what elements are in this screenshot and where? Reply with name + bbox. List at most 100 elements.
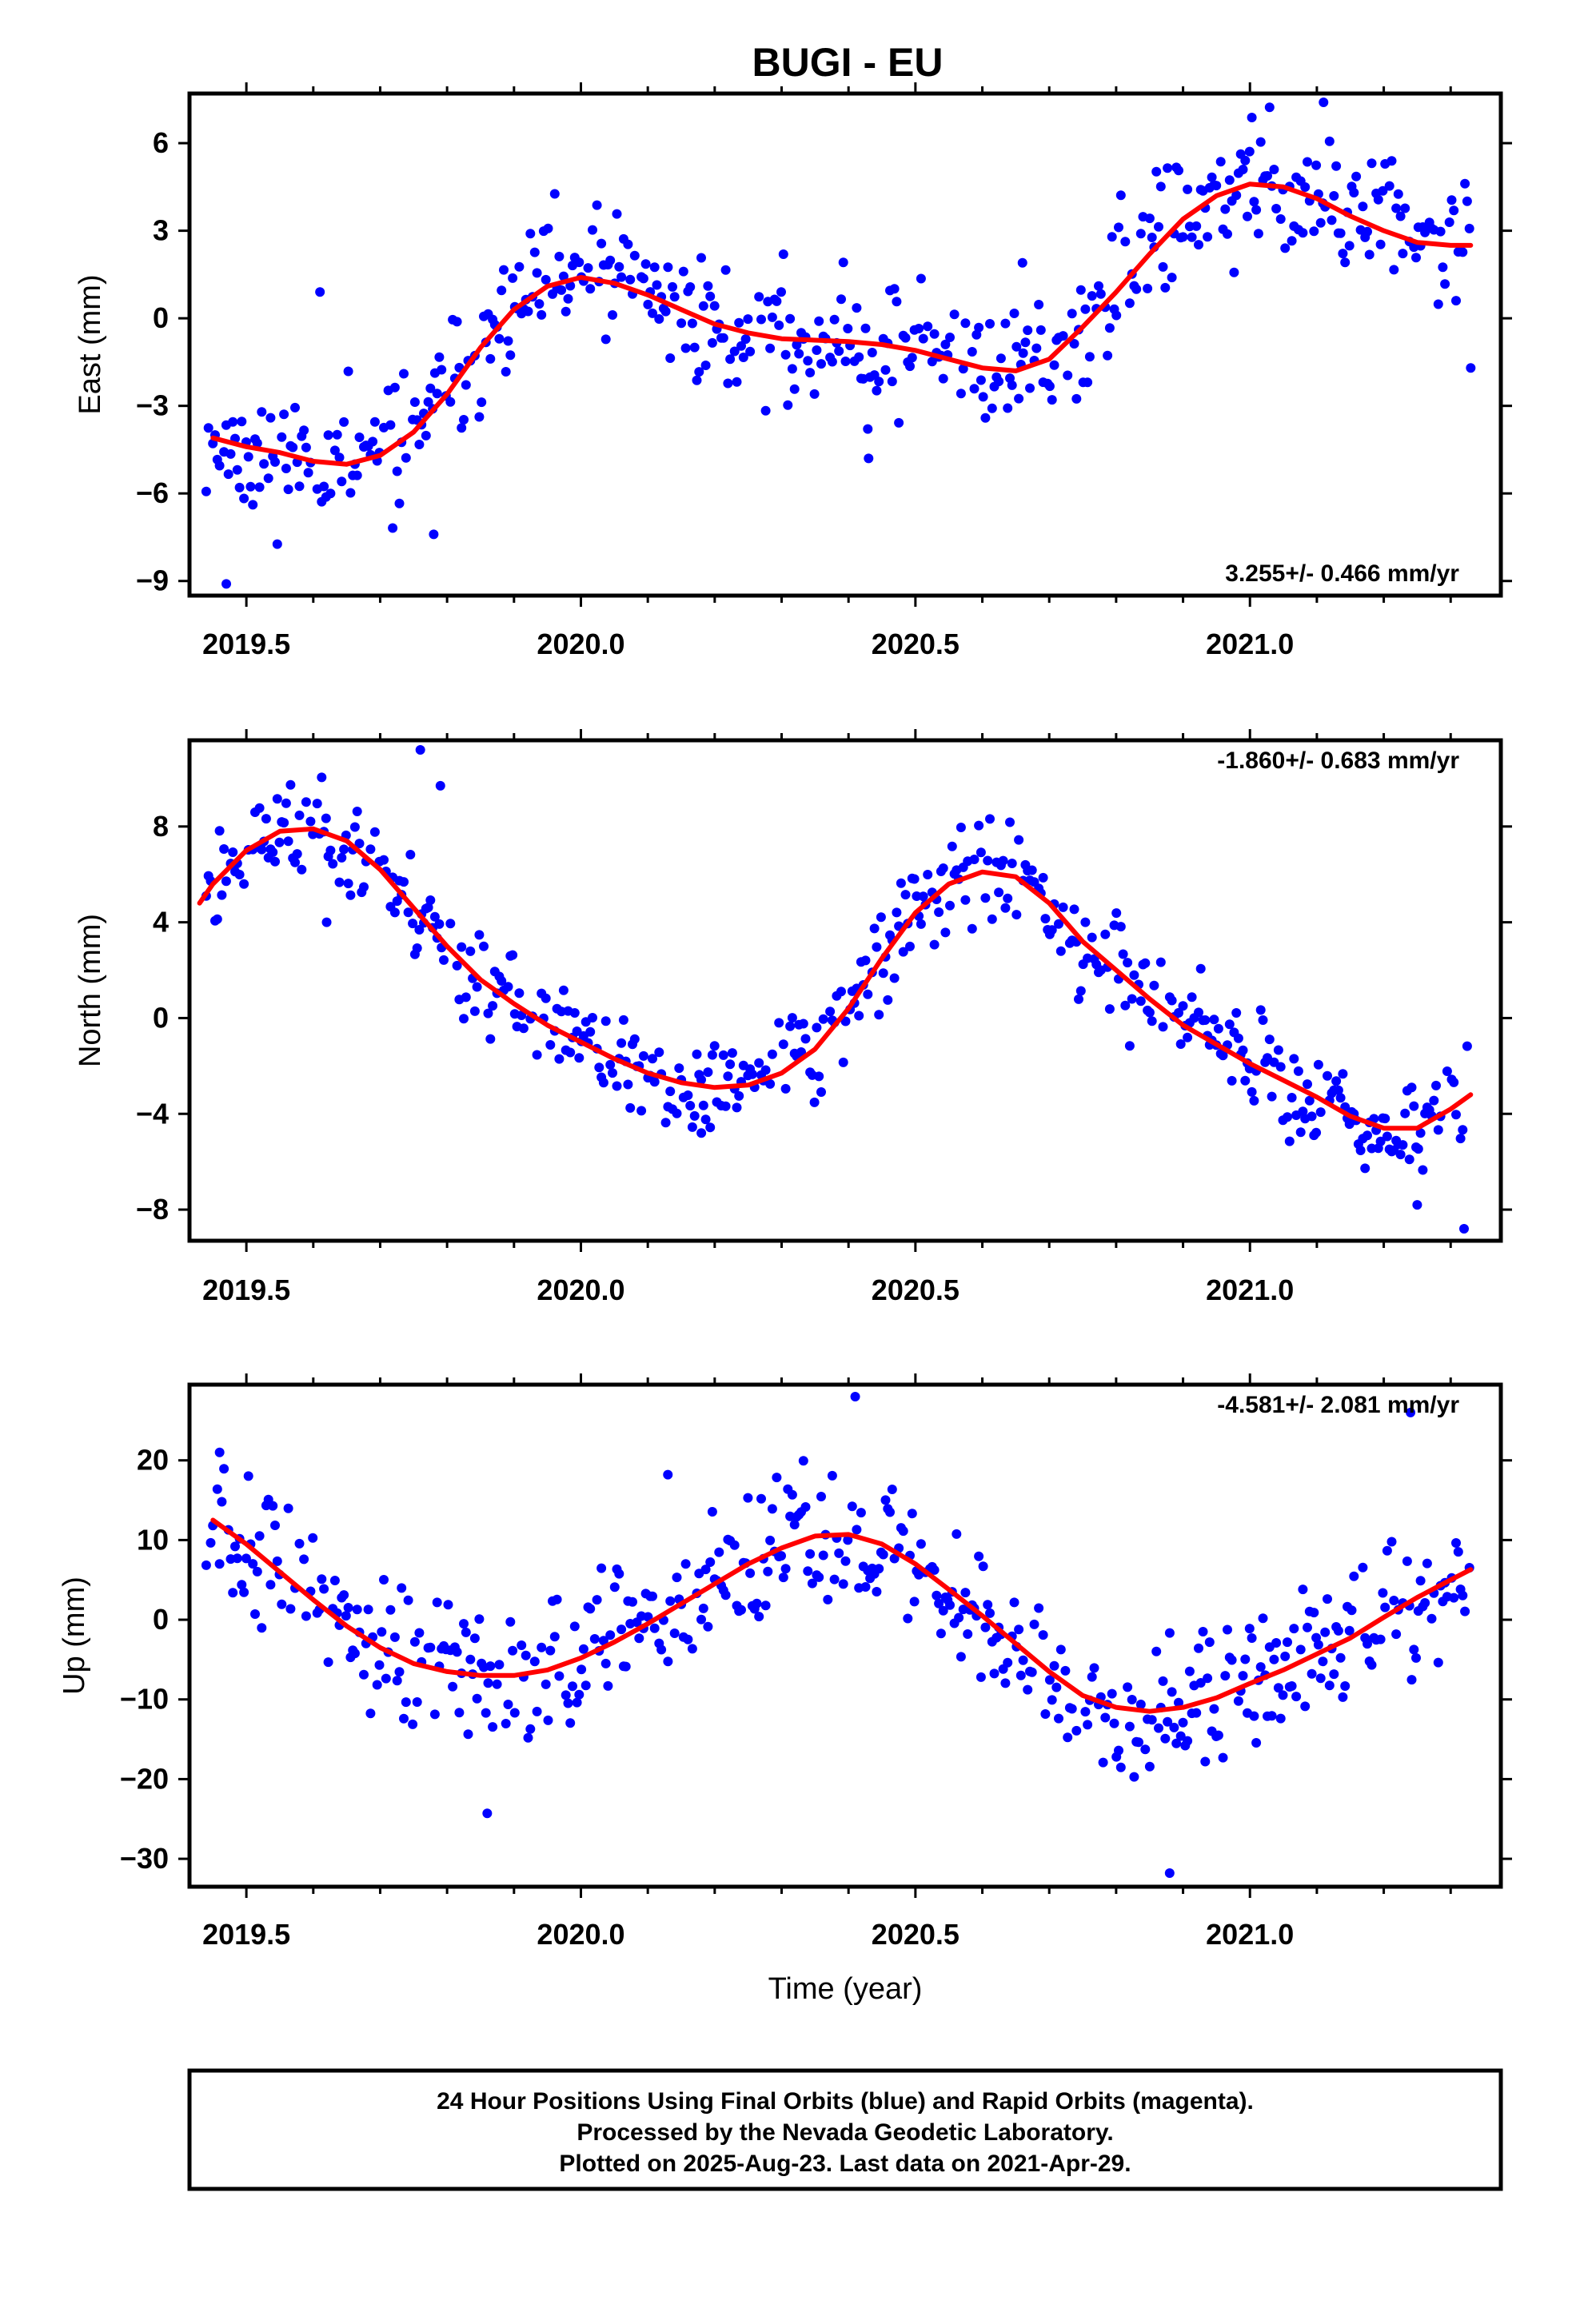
data-point: [1382, 1131, 1392, 1142]
data-point: [760, 405, 771, 416]
data-point-outlier: [415, 744, 425, 755]
data-point: [698, 301, 708, 311]
data-point: [772, 296, 782, 306]
data-point: [1451, 1110, 1461, 1120]
data-point: [847, 1501, 857, 1512]
data-point: [669, 292, 680, 302]
data-point: [1103, 350, 1113, 361]
velocity-annotation: -4.581+/- 2.081 mm/yr: [1217, 1392, 1459, 1418]
data-point: [605, 1630, 616, 1640]
data-point: [1087, 932, 1097, 943]
data-point: [947, 841, 957, 851]
data-point: [898, 947, 908, 957]
data-point: [1151, 1646, 1162, 1656]
data-point: [616, 1038, 627, 1048]
data-point: [379, 1575, 389, 1585]
data-point: [723, 1071, 733, 1082]
data-point: [477, 397, 487, 408]
data-point: [649, 1623, 660, 1633]
data-point: [825, 1007, 836, 1017]
data-point: [1324, 1680, 1335, 1691]
data-point: [967, 923, 977, 934]
data-point: [880, 365, 891, 375]
data-point: [1344, 241, 1355, 251]
data-point: [281, 798, 291, 808]
data-point: [332, 429, 342, 440]
data-point: [974, 820, 984, 831]
data-point: [1007, 859, 1017, 868]
data-point: [1135, 1700, 1146, 1709]
data-point: [554, 1671, 565, 1681]
y-tick-label: 3: [153, 214, 169, 247]
data-point: [305, 816, 316, 827]
data-point: [1067, 1704, 1077, 1714]
data-point: [983, 855, 993, 866]
data-point: [1243, 211, 1252, 221]
data-point: [852, 1525, 862, 1535]
data-point: [827, 357, 837, 367]
data-point: [1163, 163, 1173, 173]
data-point: [1391, 1629, 1402, 1640]
data-point: [892, 297, 902, 307]
data-point: [583, 263, 593, 273]
data-point: [439, 955, 449, 965]
data-point: [434, 919, 445, 929]
data-point: [1400, 203, 1410, 213]
data-point: [349, 1648, 360, 1659]
data-point: [698, 1100, 708, 1110]
data-point: [308, 1533, 318, 1543]
data-point: [343, 1603, 353, 1612]
data-point: [1049, 1660, 1059, 1671]
data-point: [887, 377, 897, 387]
data-point: [1360, 1163, 1371, 1174]
footer-line-1: 24 Hour Positions Using Final Orbits (bl…: [437, 2088, 1254, 2115]
data-point: [1442, 1066, 1452, 1076]
data-point: [1420, 1598, 1430, 1608]
fit-curve: [210, 1517, 1474, 1714]
data-point: [1175, 1731, 1186, 1741]
data-point: [429, 911, 440, 922]
data-point: [1109, 1718, 1119, 1728]
data-point: [230, 1541, 240, 1552]
data-point: [1009, 1597, 1019, 1608]
data-point: [1351, 171, 1362, 181]
data-point: [963, 1629, 973, 1639]
data-point: [414, 440, 425, 449]
data-point: [1224, 175, 1235, 185]
data-point: [945, 900, 955, 911]
data-point: [887, 1485, 897, 1494]
data-point: [1455, 1134, 1466, 1144]
data-point: [843, 1535, 853, 1545]
data-point: [1460, 1606, 1470, 1616]
data-point: [1435, 226, 1446, 237]
data-point: [698, 1603, 708, 1613]
data-point: [283, 484, 293, 495]
data-point: [767, 1504, 777, 1514]
data-point: [1194, 240, 1203, 250]
data-point: [674, 1063, 684, 1074]
data-point: [1309, 226, 1319, 237]
data-point: [585, 284, 596, 294]
data-point: [1247, 1086, 1257, 1097]
data-point: [403, 1595, 413, 1605]
data-point: [1240, 1654, 1251, 1664]
data-point: [640, 259, 651, 269]
data-point: [254, 1531, 265, 1541]
data-point: [423, 903, 433, 913]
data-point: [1449, 205, 1459, 216]
data-point: [272, 1556, 282, 1566]
data-point: [452, 317, 462, 327]
data-point: [1358, 201, 1368, 212]
data-point: [354, 433, 365, 442]
data-point: [234, 870, 245, 879]
data-point: [707, 1507, 717, 1517]
data-point: [1198, 1627, 1208, 1636]
data-point: [558, 271, 569, 281]
data-point: [840, 1016, 851, 1026]
data-point: [1311, 160, 1322, 170]
data-point: [1311, 1127, 1322, 1138]
data-point: [1154, 221, 1163, 232]
plot-area: [201, 97, 1476, 589]
data-point: [608, 1068, 617, 1078]
